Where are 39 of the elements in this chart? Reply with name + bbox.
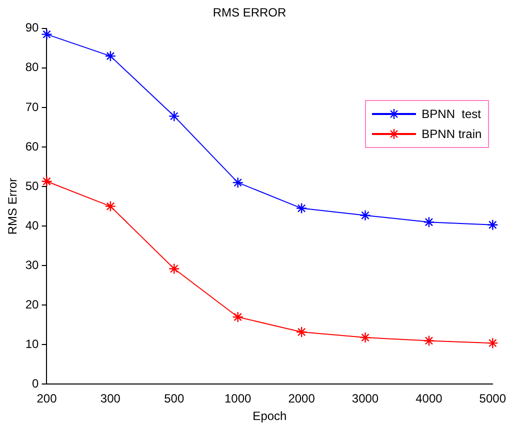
x-tick-label: 3000 (352, 392, 379, 406)
chart-title: RMS ERROR (212, 6, 286, 20)
x-axis-title: Epoch (252, 409, 287, 424)
y-tick-label: 20 (25, 297, 40, 312)
point (232, 311, 244, 323)
x-tick-label: 5000 (479, 392, 506, 406)
y-tick-label: 80 (25, 60, 40, 74)
legend-label: BPNN train (422, 126, 482, 141)
point (104, 200, 116, 212)
y-axis-title: RMS Error (6, 178, 20, 235)
point (168, 263, 180, 274)
point (232, 176, 244, 188)
point (296, 202, 308, 214)
point (487, 337, 498, 349)
point (41, 28, 52, 40)
point (360, 332, 371, 344)
y-tick-label: 90 (25, 20, 40, 35)
legend-label: BPNN test (422, 106, 481, 121)
point (423, 335, 435, 346)
y-tick-label: 60 (25, 139, 40, 154)
point (360, 210, 371, 221)
y-tick-label: 30 (25, 258, 40, 272)
point (487, 219, 498, 230)
x-tick-label: 4000 (416, 392, 443, 406)
point (168, 110, 180, 122)
y-tick-label: 70 (25, 100, 40, 114)
x-tick-label: 1000 (224, 392, 252, 406)
x-tick-label: 500 (164, 392, 184, 406)
point (296, 326, 308, 338)
x-tick-label: 200 (36, 392, 58, 406)
point (423, 216, 435, 228)
x-tick-label: 2000 (288, 392, 316, 406)
point (41, 176, 52, 187)
point (104, 50, 116, 62)
y-tick-label: 40 (25, 218, 40, 232)
y-tick-label: 10 (25, 336, 40, 351)
y-tick-label: 0 (32, 376, 40, 391)
x-tick-label: 300 (100, 392, 121, 406)
y-tick-label: 50 (25, 178, 40, 193)
